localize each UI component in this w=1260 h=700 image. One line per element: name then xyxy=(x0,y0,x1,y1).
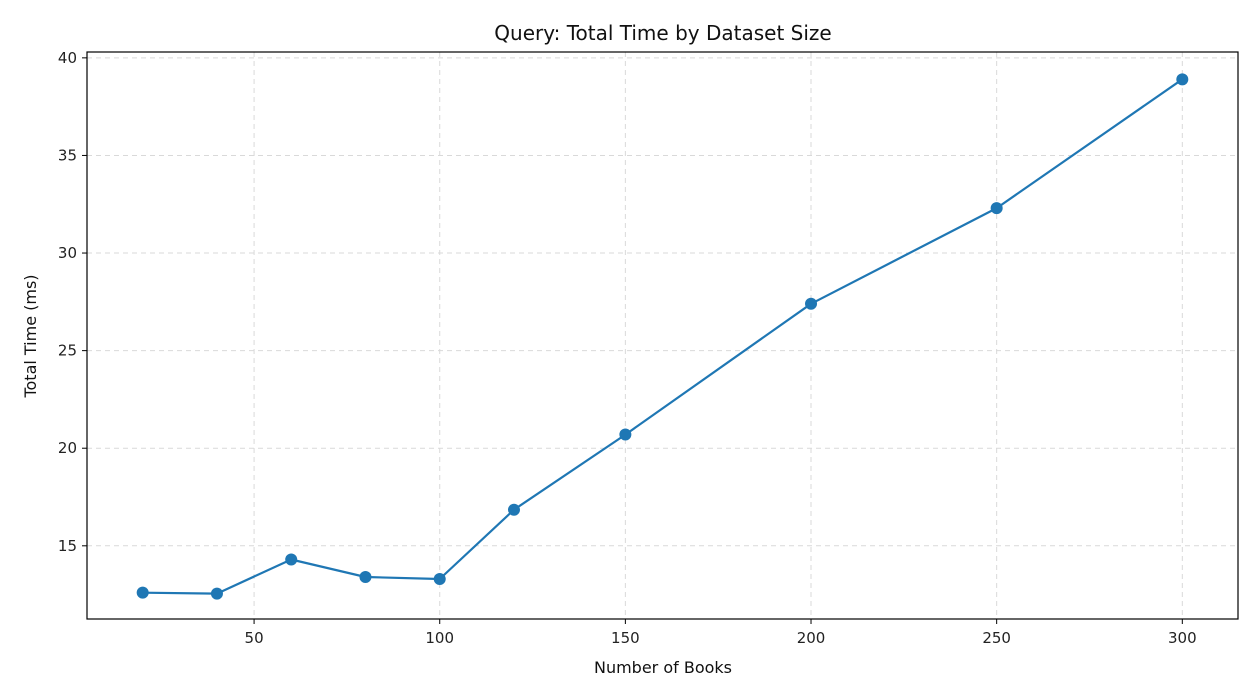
data-point xyxy=(619,428,632,441)
data-point xyxy=(359,571,372,584)
data-point xyxy=(285,553,298,566)
x-tick-label: 50 xyxy=(245,629,264,647)
y-axis-label: Total Time (ms) xyxy=(21,274,40,398)
x-tick-label: 300 xyxy=(1168,629,1197,647)
data-point xyxy=(507,503,520,516)
y-tick-label: 40 xyxy=(58,49,77,67)
axis-ticks: 50 100 150 200 250 300 15 20 25 30 35 40 xyxy=(58,49,1197,647)
data-point xyxy=(433,572,446,585)
y-tick-label: 20 xyxy=(58,439,77,457)
x-tick-label: 250 xyxy=(982,629,1011,647)
data-point xyxy=(805,297,818,310)
plot-frame xyxy=(86,51,1239,620)
y-tick-label: 35 xyxy=(58,146,77,164)
data-point xyxy=(990,202,1003,215)
series-layer xyxy=(136,73,1189,600)
x-axis-label: Number of Books xyxy=(594,658,732,677)
x-tick-label: 150 xyxy=(611,629,640,647)
chart-title: Query: Total Time by Dataset Size xyxy=(494,21,831,45)
y-tick-label: 15 xyxy=(58,537,77,555)
grid-lines xyxy=(87,52,1238,619)
data-point xyxy=(210,587,223,600)
data-point xyxy=(136,586,149,599)
series-line xyxy=(142,78,1183,595)
x-tick-label: 100 xyxy=(425,629,454,647)
y-tick-label: 25 xyxy=(58,342,77,360)
data-point xyxy=(1176,73,1189,86)
x-tick-label: 200 xyxy=(797,629,826,647)
y-tick-label: 30 xyxy=(58,244,77,262)
